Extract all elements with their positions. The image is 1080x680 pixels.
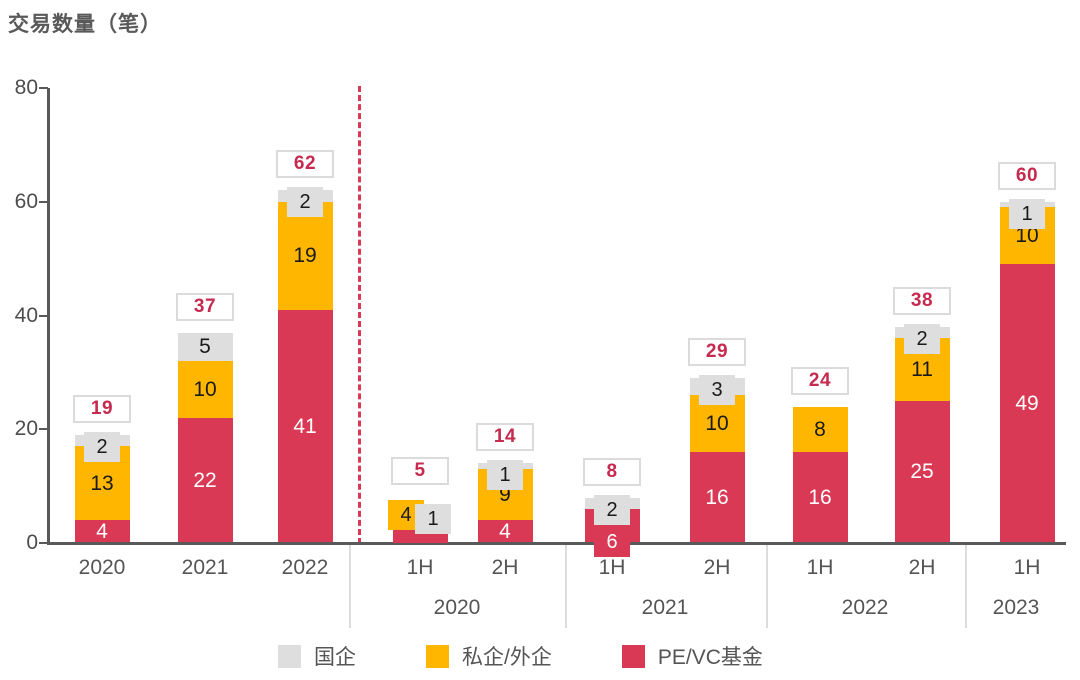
x-group-label: 2021 <box>641 596 689 619</box>
legend-label-soe: 国企 <box>314 646 356 669</box>
segment-value-label: 22 <box>193 468 217 492</box>
chart-title: 交易数量（笔） <box>8 13 162 36</box>
y-tick-label: 80 <box>14 76 38 99</box>
plot-area: 0 20 40 60 80 4 13 2 19 2020 22 10 5 37 2021 41 19 2 62 202… <box>14 76 1066 628</box>
bar-segment-soe <box>177 332 233 361</box>
y-axis-line <box>47 88 50 544</box>
segment-value-label: 8 <box>814 417 826 441</box>
y-tick <box>39 542 48 544</box>
segment-value-label: 9 <box>499 483 511 507</box>
legend-label-pevc: PE/VC基金 <box>657 646 763 669</box>
annual-half-dashed-separator-line <box>358 86 361 544</box>
segment-value-label: 16 <box>808 486 832 509</box>
legend-item-pevc: PE/VC基金 <box>621 641 763 671</box>
pevc-color-swatch <box>621 644 645 668</box>
private-color-swatch <box>426 644 449 668</box>
segment-value-label: 10 <box>193 377 217 401</box>
x-tick-label: 1H <box>1013 556 1041 579</box>
bar-segment-pe_vc <box>277 309 333 543</box>
segment-value-label: 41 <box>293 414 317 438</box>
total-value-callout: 62 <box>276 150 334 179</box>
group-divider-line <box>965 545 967 628</box>
x-tick-label: 2H <box>703 556 731 579</box>
x-tick-label: 2020 <box>78 556 126 579</box>
segment-value-label: 25 <box>910 460 934 484</box>
segment-value-label: 16 <box>705 486 729 509</box>
segment-value-callout: 1 <box>415 503 451 534</box>
segment-value-label: 10 <box>705 412 729 436</box>
x-group-label: 2020 <box>433 596 481 619</box>
legend: 国企 私企/外企 PE/VC基金 <box>278 641 763 671</box>
total-value-callout: 24 <box>791 366 849 395</box>
bar-segment-private <box>277 201 333 310</box>
bar-segment-pe_vc <box>177 417 233 543</box>
total-value-callout: 37 <box>176 292 234 321</box>
total-value-callout: 14 <box>476 423 534 452</box>
bar-segment-pe_vc <box>689 452 745 543</box>
group-divider-line <box>565 545 567 628</box>
total-value-callout: 19 <box>73 394 131 423</box>
x-axis-line <box>47 542 1066 545</box>
segment-value-label: 4 <box>96 520 108 544</box>
y-tick-label: 20 <box>14 417 38 441</box>
bar-segment-pe_vc <box>792 452 848 543</box>
x-group-label: 2023 <box>992 596 1040 619</box>
x-tick-label: 2022 <box>281 556 329 579</box>
y-tick <box>39 200 48 203</box>
y-tick-label: 60 <box>14 189 38 213</box>
total-value-callout: 60 <box>998 161 1056 190</box>
bar-segment-pe_vc <box>74 520 130 543</box>
x-tick-label: 1H <box>806 556 834 579</box>
group-divider-line <box>766 545 768 628</box>
segment-value-label: 10 <box>1015 224 1039 248</box>
segment-value-label: 5 <box>199 335 211 359</box>
segment-value-callout: 6 <box>594 527 630 557</box>
segment-value-callout: 2 <box>84 431 120 462</box>
y-tick <box>39 87 48 89</box>
segment-value-callout: 3 <box>699 375 735 406</box>
segment-value-callout: 2 <box>904 323 940 354</box>
segment-value-label: 4 <box>499 520 511 544</box>
segment-value-label: 19 <box>293 244 317 268</box>
segment-value-callout: 2 <box>287 187 323 218</box>
total-value-callout: 29 <box>688 338 746 367</box>
total-value-callout: 8 <box>583 457 641 486</box>
segment-value-callout: 2 <box>594 494 630 525</box>
x-tick-label: 2H <box>908 556 936 579</box>
x-tick-label: 1H <box>598 556 626 579</box>
total-value-callout: 38 <box>893 286 951 315</box>
x-group-label: 2022 <box>841 596 889 619</box>
total-value-callout: 5 <box>391 456 449 485</box>
segment-value-callout: 1 <box>487 460 523 491</box>
x-tick-label: 2H <box>491 556 519 579</box>
segment-value-label: 49 <box>1015 392 1039 416</box>
soe-color-swatch <box>278 644 301 668</box>
x-tick-label: 2021 <box>181 556 229 579</box>
y-tick-label: 0 <box>26 531 38 554</box>
legend-label-private: 私企/外企 <box>462 646 552 669</box>
legend-item-soe: 国企 <box>278 641 356 671</box>
y-tick-label: 40 <box>14 303 38 327</box>
segment-value-label: 11 <box>911 358 933 382</box>
y-tick <box>39 314 48 317</box>
bar-segment-pe_vc <box>999 264 1055 543</box>
segment-value-label: 13 <box>90 471 114 495</box>
y-tick <box>39 428 48 431</box>
bar-segment-pe_vc <box>477 520 533 543</box>
segment-value-callout: 1 <box>1009 198 1045 229</box>
bar-segment-private <box>792 406 848 452</box>
group-divider-line <box>349 545 351 628</box>
bar-segment-pe_vc <box>894 400 950 543</box>
x-tick-label: 1H <box>406 556 434 579</box>
legend-item-private: 私企/外企 <box>426 641 552 671</box>
bar-segment-private <box>177 361 233 418</box>
